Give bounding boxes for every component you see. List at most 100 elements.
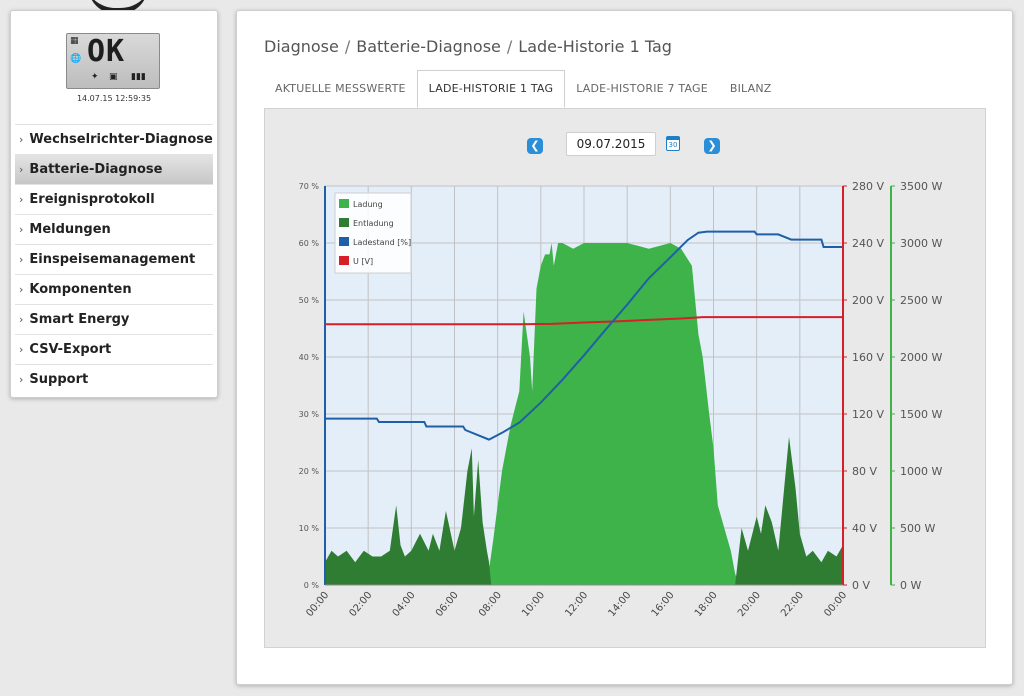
sidebar: ▦ 🌐 OK ✦ ▣ ▮▮▮ 14.07.15 12:59:35 › Wechse… bbox=[10, 10, 218, 398]
sidebar-item-label: Einspeisemanagement bbox=[29, 252, 196, 267]
sidebar-item-batterie-diagnose[interactable]: › Batterie-Diagnose bbox=[15, 154, 213, 184]
sidebar-item-einspeisemanagement[interactable]: › Einspeisemanagement bbox=[15, 244, 213, 274]
chart-panel: ❮ 30 ❯ 0 %10 %20 %30 %40 %50 %60 %70 %0 … bbox=[264, 108, 986, 648]
legend-swatch bbox=[339, 237, 349, 246]
left-tick-label: 40 % bbox=[299, 353, 320, 362]
power-tick-label: 500 W bbox=[900, 522, 935, 535]
power-tick-label: 1500 W bbox=[900, 408, 942, 421]
chevron-right-icon: › bbox=[19, 373, 24, 386]
date-input[interactable] bbox=[566, 132, 656, 156]
sidebar-menu: › Wechselrichter-Diagnose › Batterie-Diagn… bbox=[15, 124, 213, 394]
chevron-right-icon: › bbox=[19, 313, 24, 326]
x-tick-label: 00:00 bbox=[304, 590, 331, 619]
voltage-tick-label: 120 V bbox=[852, 408, 884, 421]
x-tick-label: 00:00 bbox=[822, 590, 849, 619]
breadcrumb-item-current: Lade-Historie 1 Tag bbox=[518, 37, 672, 56]
x-tick-label: 10:00 bbox=[520, 590, 547, 619]
sidebar-item-csv-export[interactable]: › CSV-Export bbox=[15, 334, 213, 364]
x-tick-label: 06:00 bbox=[434, 590, 461, 619]
grid-icon: ▦ bbox=[70, 36, 79, 46]
voltage-tick-label: 240 V bbox=[852, 237, 884, 250]
sidebar-item-label: Support bbox=[29, 372, 89, 387]
voltage-tick-label: 280 V bbox=[852, 180, 884, 193]
x-tick-label: 20:00 bbox=[736, 590, 763, 619]
prev-day-button[interactable]: ❮ bbox=[527, 138, 543, 154]
left-tick-label: 0 % bbox=[304, 581, 320, 590]
inverter-icon: ▣ bbox=[109, 72, 118, 82]
legend-swatch bbox=[339, 199, 349, 208]
sidebar-item-label: Smart Energy bbox=[29, 312, 130, 327]
tab-bar: AKTUELLE MESSWERTE LADE-HISTORIE 1 TAG L… bbox=[264, 70, 783, 108]
chevron-right-icon: › bbox=[19, 133, 24, 146]
chevron-right-icon: › bbox=[19, 163, 24, 176]
sidebar-item-label: CSV-Export bbox=[29, 342, 112, 357]
left-tick-label: 60 % bbox=[299, 239, 320, 248]
tab-lade-historie-1-tag[interactable]: LADE-HISTORIE 1 TAG bbox=[416, 70, 566, 108]
tab-lade-historie-7-tage[interactable]: LADE-HISTORIE 7 TAGE bbox=[576, 82, 708, 95]
legend-label: Ladung bbox=[353, 200, 383, 209]
sidebar-item-support[interactable]: › Support bbox=[15, 364, 213, 394]
power-tick-label: 3500 W bbox=[900, 180, 942, 193]
power-tick-label: 0 W bbox=[900, 579, 921, 592]
status-ok-text: OK bbox=[87, 34, 126, 69]
next-day-button[interactable]: ❯ bbox=[704, 138, 720, 154]
chevron-right-icon: › bbox=[19, 193, 24, 206]
person-icon: ✦ bbox=[91, 72, 99, 82]
sidebar-item-wechselrichter-diagnose[interactable]: › Wechselrichter-Diagnose bbox=[15, 124, 213, 154]
left-tick-label: 20 % bbox=[299, 467, 320, 476]
x-tick-label: 02:00 bbox=[348, 590, 375, 619]
x-tick-label: 04:00 bbox=[391, 590, 418, 619]
breadcrumb-separator: / bbox=[344, 37, 351, 56]
charge-history-chart: 0 % 10 % 20 % 30 % 40 % 50 % 60 % 70 % 0 V 40 V 80… bbox=[299, 180, 943, 619]
voltage-tick-label: 200 V bbox=[852, 294, 884, 307]
chevron-right-icon: › bbox=[19, 343, 24, 356]
voltage-tick-label: 0 V bbox=[852, 579, 870, 592]
power-tick-label: 1000 W bbox=[900, 465, 942, 478]
device-status-display: ▦ 🌐 OK ✦ ▣ ▮▮▮ bbox=[66, 33, 160, 89]
x-tick-label: 16:00 bbox=[650, 590, 677, 619]
sidebar-item-label: Meldungen bbox=[29, 222, 111, 237]
breadcrumb: Diagnose / Batterie-Diagnose / Lade-Historie… bbox=[264, 37, 672, 56]
sidebar-item-smart-energy[interactable]: › Smart Energy bbox=[15, 304, 213, 334]
left-tick-label: 50 % bbox=[299, 296, 320, 305]
left-tick-label: 70 % bbox=[299, 182, 320, 191]
chevron-right-icon: › bbox=[19, 283, 24, 296]
globe-icon: 🌐 bbox=[70, 54, 82, 64]
voltage-tick-label: 160 V bbox=[852, 351, 884, 364]
battery-icon: ▮▮▮ bbox=[131, 72, 146, 82]
x-tick-label: 22:00 bbox=[779, 590, 806, 619]
power-tick-label: 2000 W bbox=[900, 351, 942, 364]
calendar-icon[interactable]: 30 bbox=[666, 136, 680, 151]
legend-label: Entladung bbox=[353, 219, 394, 228]
x-tick-label: 14:00 bbox=[607, 590, 634, 619]
x-tick-label: 18:00 bbox=[693, 590, 720, 619]
sidebar-item-label: Batterie-Diagnose bbox=[29, 162, 163, 177]
sidebar-item-meldungen[interactable]: › Meldungen bbox=[15, 214, 213, 244]
legend-label: U [V] bbox=[353, 257, 373, 266]
sidebar-item-label: Komponenten bbox=[29, 282, 132, 297]
voltage-tick-label: 40 V bbox=[852, 522, 877, 535]
power-tick-label: 3000 W bbox=[900, 237, 942, 250]
legend-label: Ladestand [%] bbox=[353, 238, 411, 247]
main-panel: Diagnose / Batterie-Diagnose / Lade-Historie… bbox=[236, 10, 1013, 685]
series-entladung bbox=[325, 436, 843, 585]
chevron-right-icon: › bbox=[19, 223, 24, 236]
voltage-tick-label: 80 V bbox=[852, 465, 877, 478]
chevron-right-icon: › bbox=[19, 253, 24, 266]
series-voltage bbox=[325, 316, 843, 326]
sidebar-item-komponenten[interactable]: › Komponenten bbox=[15, 274, 213, 304]
sidebar-item-ereignisprotokoll[interactable]: › Ereignisprotokoll bbox=[15, 184, 213, 214]
chart-legend: Ladung Entladung Ladestand [%] U [V] bbox=[334, 192, 412, 274]
x-tick-label: 08:00 bbox=[477, 590, 504, 619]
sidebar-item-label: Ereignisprotokoll bbox=[29, 192, 155, 207]
device-timestamp: 14.07.15 12:59:35 bbox=[76, 94, 152, 103]
breadcrumb-item-diagnose[interactable]: Diagnose bbox=[264, 37, 339, 56]
left-tick-label: 30 % bbox=[299, 410, 320, 419]
tab-bilanz[interactable]: BILANZ bbox=[729, 82, 772, 95]
breadcrumb-item-batterie-diagnose[interactable]: Batterie-Diagnose bbox=[356, 37, 501, 56]
tab-aktuelle-messwerte[interactable]: AKTUELLE MESSWERTE bbox=[275, 82, 406, 95]
series-ladung bbox=[486, 243, 740, 585]
series-ladestand bbox=[325, 230, 843, 441]
left-tick-label: 10 % bbox=[299, 524, 320, 533]
x-tick-label: 12:00 bbox=[563, 590, 590, 619]
